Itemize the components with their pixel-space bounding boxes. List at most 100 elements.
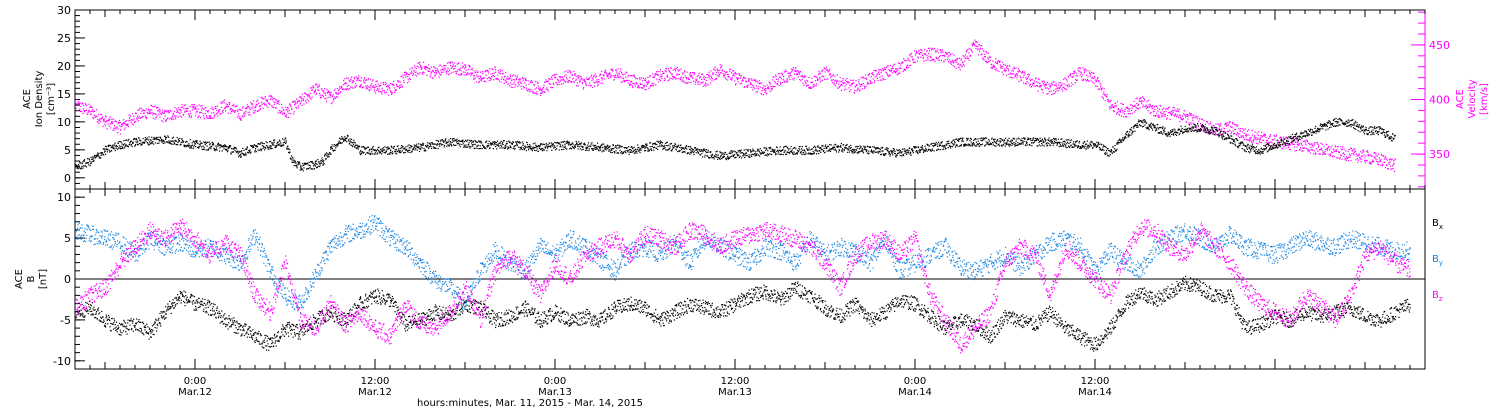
data-point: [108, 145, 110, 148]
data-point: [1241, 131, 1243, 133]
data-point: [1078, 67, 1081, 69]
data-point: [473, 78, 475, 81]
data-point: [75, 164, 77, 166]
data-point: [197, 108, 199, 110]
data-point: [718, 74, 721, 76]
data-point: [365, 87, 367, 90]
data-point: [980, 54, 982, 56]
data-point: [340, 138, 342, 140]
data-point: [475, 140, 477, 142]
data-point: [1292, 143, 1294, 146]
data-point: [846, 78, 848, 80]
data-point: [622, 81, 624, 83]
data-point: [290, 158, 292, 160]
data-point: [515, 142, 517, 144]
data-point: [333, 150, 335, 152]
data-point: [378, 90, 380, 92]
data-point: [296, 166, 298, 168]
data-point: [782, 78, 784, 80]
data-point: [577, 76, 580, 79]
data-point: [399, 81, 401, 83]
data-point: [190, 115, 193, 117]
data-point: [458, 144, 460, 146]
data-point: [211, 106, 213, 108]
data-point: [439, 72, 441, 74]
data-point: [688, 78, 690, 80]
data-point: [545, 146, 547, 148]
data-point: [219, 150, 221, 152]
data-point: [871, 73, 873, 75]
data-point: [210, 146, 212, 148]
data-point: [566, 70, 568, 72]
data-point: [784, 81, 786, 83]
data-point: [1093, 82, 1095, 84]
data-point: [291, 108, 293, 110]
data-point: [895, 68, 897, 70]
data-point: [1341, 158, 1343, 160]
data-point: [438, 71, 440, 73]
data-point: [1178, 108, 1180, 110]
data-point: [535, 87, 538, 89]
data-point: [417, 62, 419, 64]
data-point: [106, 149, 108, 151]
data-point: [1305, 144, 1307, 146]
data-point: [969, 55, 971, 57]
data-point: [749, 78, 751, 80]
data-point: [663, 72, 665, 74]
data-point: [594, 82, 596, 84]
data-point: [435, 147, 437, 149]
data-point: [698, 72, 700, 74]
data-point: [1137, 107, 1139, 109]
data-point: [548, 145, 550, 147]
data-point: [1380, 153, 1382, 155]
data-point: [232, 109, 234, 111]
data-point: [950, 60, 952, 63]
data-point: [841, 81, 844, 83]
data-point: [417, 147, 419, 149]
data-point: [148, 112, 151, 114]
data-point: [1054, 84, 1056, 86]
data-point: [400, 86, 402, 88]
data-point: [84, 159, 86, 161]
data-point: [1096, 78, 1099, 80]
data-point: [166, 136, 168, 138]
data-point: [553, 147, 555, 149]
data-point: [901, 62, 904, 64]
data-point: [124, 122, 126, 125]
data-point: [1304, 147, 1306, 149]
data-point: [343, 140, 345, 142]
data-point: [452, 64, 454, 66]
data-point: [1384, 161, 1386, 163]
data-point: [425, 65, 427, 68]
data-point: [1099, 82, 1101, 84]
data-point: [223, 145, 225, 147]
data-point: [456, 73, 458, 75]
data-point: [223, 107, 226, 109]
data-point: [783, 76, 785, 78]
data-point: [305, 93, 307, 95]
data-point: [1112, 106, 1114, 109]
data-point: [487, 72, 490, 74]
data-point: [381, 91, 383, 93]
data-point: [686, 82, 688, 84]
data-point: [1060, 82, 1062, 84]
data-point: [1204, 126, 1206, 128]
data-point: [518, 78, 520, 81]
data-point: [928, 50, 931, 52]
data-point: [361, 146, 363, 148]
data-point: [382, 90, 384, 92]
data-point: [671, 77, 673, 80]
data-point: [85, 103, 87, 105]
data-point: [978, 54, 980, 56]
data-point: [427, 70, 429, 72]
data-point: [303, 96, 305, 98]
data-point: [177, 141, 179, 144]
data-point: [450, 141, 452, 143]
data-point: [91, 158, 93, 160]
data-point: [1143, 97, 1145, 99]
data-point: [361, 77, 363, 79]
data-point: [436, 144, 438, 146]
data-point: [466, 139, 469, 141]
data-point: [382, 151, 384, 153]
data-point: [348, 84, 350, 86]
